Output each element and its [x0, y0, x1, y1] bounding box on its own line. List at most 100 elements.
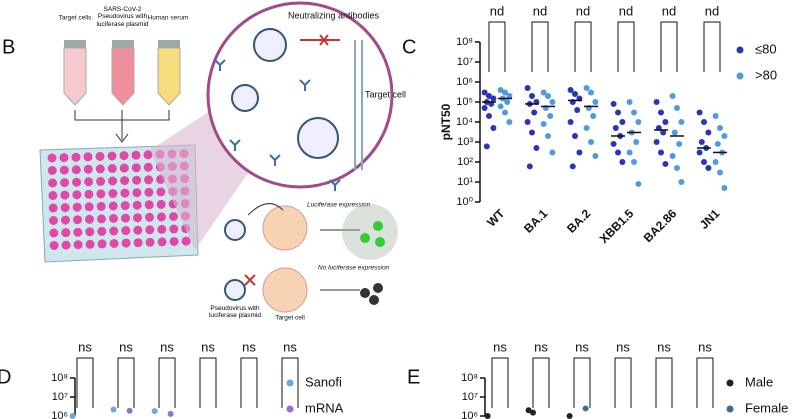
- dot: [567, 119, 574, 125]
- annotation: nd: [705, 3, 719, 18]
- y-tick-label: 10⁷: [52, 391, 68, 403]
- dot: [545, 132, 551, 139]
- legend-label: ≤80: [755, 41, 777, 56]
- dot: [486, 92, 492, 99]
- bracket: [199, 357, 217, 408]
- bracket: [696, 357, 714, 408]
- well: [156, 199, 166, 209]
- tube-cap: [64, 40, 86, 48]
- legend-label: Male: [745, 374, 773, 389]
- dot: [504, 99, 511, 105]
- well: [145, 237, 155, 247]
- cell: [262, 205, 308, 251]
- dot: [506, 119, 513, 125]
- well: [84, 177, 94, 187]
- annotation: ns: [493, 339, 507, 354]
- dot: [626, 149, 633, 156]
- tube-label: Target cells: [59, 15, 93, 22]
- y-tick-label: 10⁸: [456, 36, 473, 48]
- x-tick-label: BA.1: [521, 206, 550, 235]
- bracket: [158, 357, 176, 408]
- legend-label: Female: [745, 400, 788, 415]
- annotation: ns: [160, 339, 174, 354]
- dot: [696, 149, 703, 156]
- diagram: B Target cells SARS-CoV-2 Pseudovirus wi…: [2, 1, 406, 322]
- bracket: [117, 357, 135, 408]
- y-tick-label: 10⁷: [457, 56, 473, 68]
- y-tick-label: 10⁰: [456, 196, 473, 208]
- well: [107, 151, 117, 161]
- tube: [63, 47, 87, 106]
- y-tick-label: 10⁸: [461, 372, 478, 384]
- dot: [705, 129, 712, 136]
- well: [133, 225, 143, 235]
- legend-swatch: [286, 379, 294, 387]
- well: [96, 176, 106, 186]
- tube-label: Human serum: [148, 15, 189, 22]
- well: [145, 225, 155, 235]
- dot: [506, 92, 513, 99]
- virus: [231, 84, 259, 112]
- bracket: [531, 21, 549, 72]
- well: [97, 214, 106, 224]
- dot: [126, 407, 133, 414]
- well: [84, 189, 94, 199]
- y-axis-label: pNT50: [439, 103, 453, 140]
- dot: [497, 86, 504, 93]
- well: [108, 201, 118, 211]
- dot: [674, 165, 680, 172]
- bracket: [655, 357, 673, 408]
- well: [144, 187, 154, 197]
- well: [108, 176, 118, 186]
- dot: [588, 89, 594, 96]
- dot: [721, 132, 728, 139]
- well: [131, 163, 141, 173]
- x-tick-label: JN1: [697, 206, 723, 232]
- dot: [530, 409, 536, 416]
- y-tick-label: 10⁶: [456, 76, 473, 88]
- legend-swatch: [736, 46, 744, 54]
- dot: [572, 91, 578, 98]
- well: [157, 237, 167, 247]
- panel-label: D: [0, 366, 11, 388]
- well: [71, 152, 81, 162]
- dot: [547, 112, 554, 119]
- x-tick-label: XBB1.5: [597, 206, 637, 246]
- dot: [631, 109, 637, 116]
- well: [59, 165, 69, 175]
- dot: [721, 185, 728, 192]
- legend-label: mRNA: [305, 400, 344, 415]
- well: [47, 153, 57, 163]
- dot: [549, 99, 556, 105]
- light: [375, 237, 385, 247]
- legend-label: Sanofi: [305, 374, 342, 389]
- bracket: [532, 357, 550, 408]
- label: Pseudovirus with luciferase plasmid: [208, 305, 262, 320]
- viruses: [231, 28, 339, 159]
- well: [60, 203, 70, 213]
- label: Luciferase expression: [307, 202, 371, 209]
- bracket: [574, 21, 592, 72]
- dot: [481, 105, 488, 112]
- well: [97, 239, 107, 249]
- well: [109, 214, 118, 223]
- annotation: ns: [119, 339, 133, 354]
- well: [131, 150, 141, 160]
- dot: [490, 125, 497, 132]
- dot: [669, 92, 676, 99]
- bracket: [281, 357, 299, 408]
- dot: [678, 119, 685, 125]
- label: Neutralizing antibodies: [288, 10, 380, 20]
- well: [49, 241, 59, 250]
- annotation: ns: [575, 339, 589, 354]
- dark-dot: [360, 288, 370, 298]
- dot: [698, 139, 705, 145]
- antibodies: [214, 59, 341, 191]
- well: [157, 212, 166, 222]
- well: [169, 237, 179, 246]
- well: [72, 177, 82, 187]
- dot: [588, 139, 594, 145]
- bracket: [614, 357, 632, 408]
- dot: [712, 112, 719, 119]
- annotation: ns: [534, 339, 548, 354]
